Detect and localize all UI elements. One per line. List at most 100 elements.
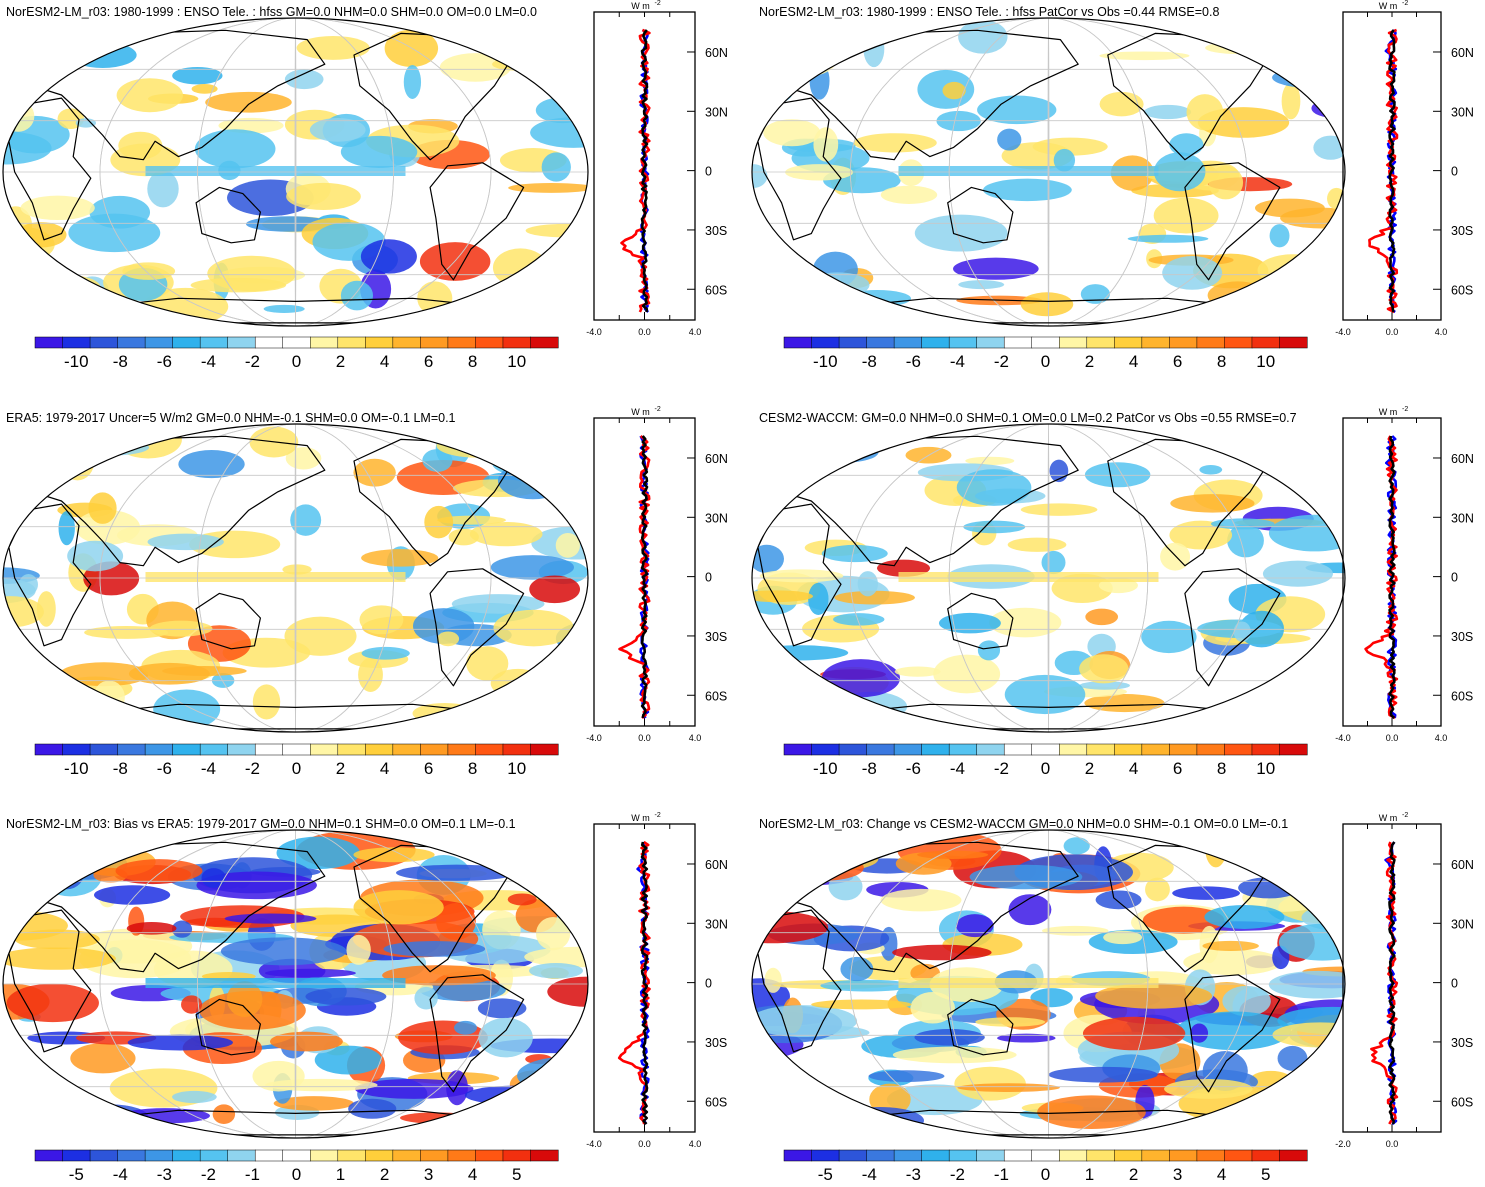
shade-patch (977, 95, 1057, 125)
shade-patch (1272, 272, 1318, 303)
shade-patch (88, 492, 117, 524)
colorbar-label: -3 (157, 1165, 172, 1184)
shade-patch (412, 702, 478, 724)
shade-patch (536, 916, 571, 951)
anomaly-field (752, 424, 1345, 732)
shade-patch (471, 830, 570, 868)
zonal-lat-label: 60N (1451, 858, 1474, 872)
colorbar-swatch (1169, 1149, 1198, 1162)
shade-patch (212, 1104, 236, 1124)
colorbar-swatch (893, 336, 923, 349)
zonal-lat-label: 60S (705, 1095, 727, 1109)
zonal-lat-label: 60N (705, 858, 728, 872)
shade-patch (512, 853, 581, 864)
zonal-xtick-label: -4.0 (1335, 733, 1351, 743)
shade-patch (783, 1089, 818, 1119)
shade-patch (752, 844, 815, 858)
colorbar-swatch (282, 743, 311, 756)
shade-patch (1153, 197, 1219, 234)
shade-patch (178, 450, 245, 479)
colorbar-label: -2 (245, 759, 260, 778)
zonal-xtick-label: 4.0 (689, 327, 702, 337)
colorbar-label: -2 (245, 352, 260, 371)
shade-patch (821, 544, 888, 563)
colorbar-label: 8 (468, 352, 477, 371)
shade-patch (359, 605, 404, 635)
colorbar-swatch (447, 1149, 476, 1162)
shade-patch (13, 66, 37, 76)
colorbar-swatch (1114, 743, 1143, 756)
colorbar-label: 0 (1041, 759, 1050, 778)
colorbar-swatch (337, 336, 366, 349)
anomaly-field (752, 830, 1345, 1138)
colorbar-swatch (310, 743, 339, 756)
shade-patch (752, 164, 768, 189)
coastline (31, 841, 326, 973)
shade-patch (451, 594, 545, 614)
shade-patch (1085, 608, 1119, 626)
colorbar-swatch (1279, 743, 1308, 756)
shade-patch (68, 213, 161, 253)
zonal-xtick-label: 0.0 (1386, 1139, 1399, 1149)
zonal-lat-label: 30N (705, 105, 728, 119)
colorbar-swatch (921, 336, 950, 349)
colorbar-swatch (337, 1149, 366, 1162)
colorbar-label: 6 (424, 352, 433, 371)
colorbar-swatch (783, 1149, 813, 1162)
zonal-lat-label: 30S (1451, 1036, 1473, 1050)
map-panel: CESM2-WACCM: GM=0.0 NHM=0.0 SHM=0.1 OM=0… (751, 406, 1474, 778)
shade-patch (1082, 1016, 1186, 1051)
zonal-lat-label: 0 (705, 977, 712, 991)
shade-patch (969, 864, 1083, 890)
shade-patch (1103, 930, 1143, 945)
colorbar-swatch (365, 743, 394, 756)
shade-patch (771, 710, 825, 721)
zonal-unit-exponent: -2 (1402, 812, 1408, 819)
anomaly-field (3, 18, 588, 326)
equatorial-band (145, 572, 406, 582)
zonal-line-mean (640, 29, 649, 313)
anomaly-field (3, 424, 588, 732)
zonal-lat-label: 60S (1451, 1095, 1473, 1109)
shade-patch (1331, 635, 1345, 672)
colorbar-label: 1 (1085, 1165, 1094, 1184)
zonal-lat-label: 30S (705, 630, 727, 644)
coastline (781, 435, 1079, 567)
shade-patch (1286, 845, 1345, 881)
shade-patch (59, 662, 149, 687)
colorbar-swatch (502, 336, 532, 349)
zonal-xtick-label: -4.0 (586, 327, 602, 337)
colorbar-swatch (1251, 1149, 1281, 1162)
shade-patch (752, 590, 813, 603)
zonal-lat-label: 30S (705, 1036, 727, 1050)
shade-patch (1199, 465, 1223, 475)
coastline (505, 29, 560, 68)
panel-title: NorESM2-LM_r03: Change vs CESM2-WACCM GM… (759, 817, 1288, 831)
colorbar-swatch (1141, 336, 1170, 349)
shade-patch (3, 255, 43, 275)
colorbar-swatch (1169, 743, 1198, 756)
colorbar-swatch (89, 743, 119, 756)
shade-patch (477, 998, 527, 1019)
shade-patch (396, 864, 518, 881)
shade-patch (6, 983, 99, 1023)
shade-patch (447, 839, 468, 853)
shade-patch (1169, 133, 1204, 156)
shade-patch (1204, 904, 1285, 929)
shade-patch (763, 119, 821, 147)
colorbar-label: -6 (906, 352, 921, 371)
shade-patch (1172, 886, 1240, 900)
colorbar-swatch (866, 336, 895, 349)
colorbar-label: -10 (64, 352, 89, 371)
colorbar-swatch (62, 1149, 91, 1162)
colorbar-label: -8 (113, 759, 128, 778)
colorbar-swatch (117, 743, 146, 756)
zonal-lat-label: 0 (1451, 165, 1458, 179)
colorbar-label: -5 (69, 1165, 84, 1184)
shade-patch (296, 35, 370, 60)
panel-title: NorESM2-LM_r03: 1980-1999 : ENSO Tele. :… (759, 5, 1219, 19)
zonal-line-mean (1388, 435, 1396, 719)
colorbar-swatch (1141, 1149, 1170, 1162)
shade-patch (781, 854, 864, 881)
shade-patch (58, 511, 75, 546)
